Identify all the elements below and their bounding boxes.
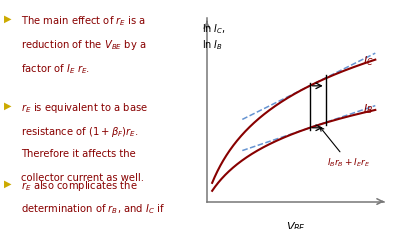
Text: $r_E$ is equivalent to a base: $r_E$ is equivalent to a base: [21, 101, 148, 115]
Text: resistance of $(1 + \beta_F)r_E$.: resistance of $(1 + \beta_F)r_E$.: [21, 125, 138, 139]
Text: The main effect of $r_E$ is a: The main effect of $r_E$ is a: [21, 14, 146, 27]
Text: $I_C$: $I_C$: [363, 55, 374, 68]
Text: determination of $r_B$, and $I_C$ if: determination of $r_B$, and $I_C$ if: [21, 203, 165, 216]
Text: ▶: ▶: [4, 101, 12, 111]
Text: $I_B$: $I_B$: [363, 102, 373, 116]
Text: Therefore it affects the: Therefore it affects the: [21, 149, 136, 159]
Text: $I_B r_B + I_E r_E$: $I_B r_B + I_E r_E$: [320, 127, 371, 169]
Text: ln $I_B$: ln $I_B$: [202, 39, 223, 52]
Text: ▶: ▶: [4, 179, 12, 189]
Text: collector current as well.: collector current as well.: [21, 173, 144, 183]
Text: $r_C$ is low.: $r_C$ is low.: [21, 227, 65, 229]
Text: $V_{BE}$: $V_{BE}$: [286, 220, 305, 229]
Text: factor of $I_E$ $r_E$.: factor of $I_E$ $r_E$.: [21, 62, 90, 76]
Text: $r_E$ also complicates the: $r_E$ also complicates the: [21, 179, 137, 193]
Text: ln $I_C$,: ln $I_C$,: [202, 22, 226, 36]
Text: ▶: ▶: [4, 14, 12, 24]
Text: reduction of the $V_{BE}$ by a: reduction of the $V_{BE}$ by a: [21, 38, 146, 52]
